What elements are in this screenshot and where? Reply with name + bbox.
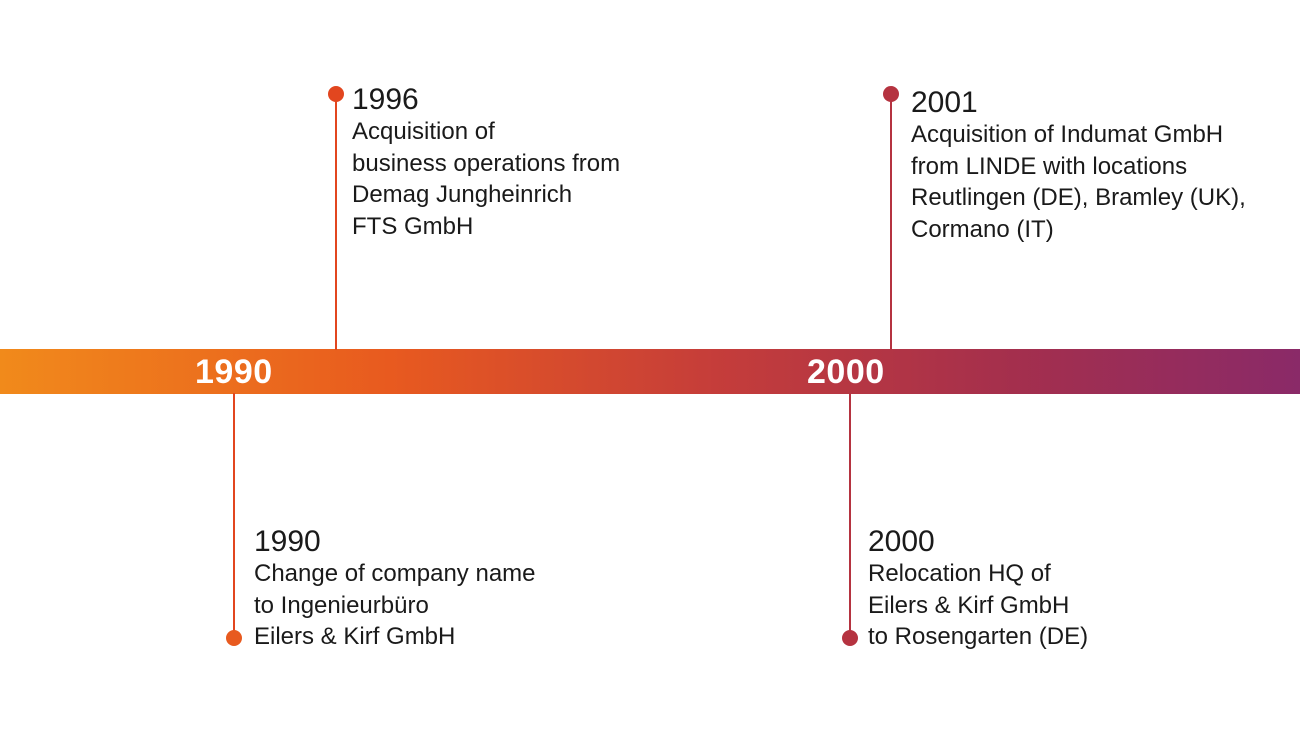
event-text-line: Acquisition of Indumat GmbH [911, 121, 1224, 148]
event-text-line: Acquisition of [352, 118, 495, 145]
decade-label-1990: 1990 [195, 353, 273, 391]
event-text-line: business operations from [352, 149, 621, 177]
event-marker-2001 [883, 86, 899, 102]
event-year: 1990 [254, 525, 321, 558]
event-text-line: to Rosengarten (DE) [868, 623, 1089, 650]
event-year: 2000 [868, 525, 935, 558]
event-text-line: from LINDE with locations [911, 152, 1188, 180]
event-marker-2000 [842, 630, 858, 646]
event-text-line: Demag Jungheinrich [352, 181, 573, 208]
event-marker-1996 [328, 86, 344, 102]
event-stem-1990 [233, 393, 235, 638]
decade-label-2000: 2000 [807, 353, 885, 391]
event-text-line: Reutlingen (DE), Bramley (UK), [911, 184, 1246, 211]
event-2000: 2000 Relocation HQ of Eilers & Kirf GmbH… [868, 526, 1088, 653]
event-text-line: Cormano (IT) [911, 215, 1054, 243]
event-text-line: Change of company name [254, 560, 536, 587]
event-stem-2000 [849, 393, 851, 638]
event-text-line: FTS GmbH [352, 212, 474, 240]
event-text-line: Relocation HQ of [868, 560, 1051, 587]
event-stem-2001 [890, 94, 892, 350]
event-text-line: Eilers & Kirf GmbH [868, 591, 1070, 619]
event-2001: 2001 Acquisition of Indumat GmbH from LI… [911, 87, 1246, 245]
event-text-line: to Ingenieurbüro [254, 591, 429, 619]
event-1996: 1996 Acquisition of business operations … [352, 84, 620, 242]
event-1990: 1990 Change of company name to Ingenieur… [254, 526, 536, 653]
event-stem-1996 [335, 94, 337, 350]
event-marker-1990 [226, 630, 242, 646]
timeline-bar [0, 349, 1300, 394]
event-year: 1996 [352, 83, 419, 116]
event-text-line: Eilers & Kirf GmbH [254, 623, 456, 650]
event-year: 2001 [911, 86, 978, 119]
